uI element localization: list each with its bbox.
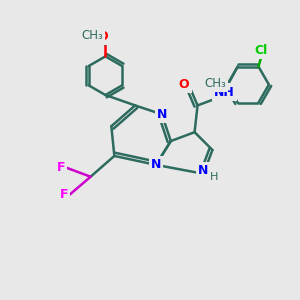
Text: H: H (210, 172, 218, 182)
Text: F: F (60, 188, 68, 201)
Text: N: N (198, 164, 209, 177)
Text: N: N (157, 108, 167, 121)
Text: O: O (97, 30, 108, 43)
Text: Cl: Cl (255, 44, 268, 57)
Text: CH₃: CH₃ (205, 76, 226, 90)
Text: N: N (151, 158, 161, 171)
Text: NH: NH (214, 85, 235, 98)
Text: CH₃: CH₃ (81, 29, 103, 42)
Text: F: F (57, 161, 65, 174)
Text: O: O (179, 78, 190, 91)
